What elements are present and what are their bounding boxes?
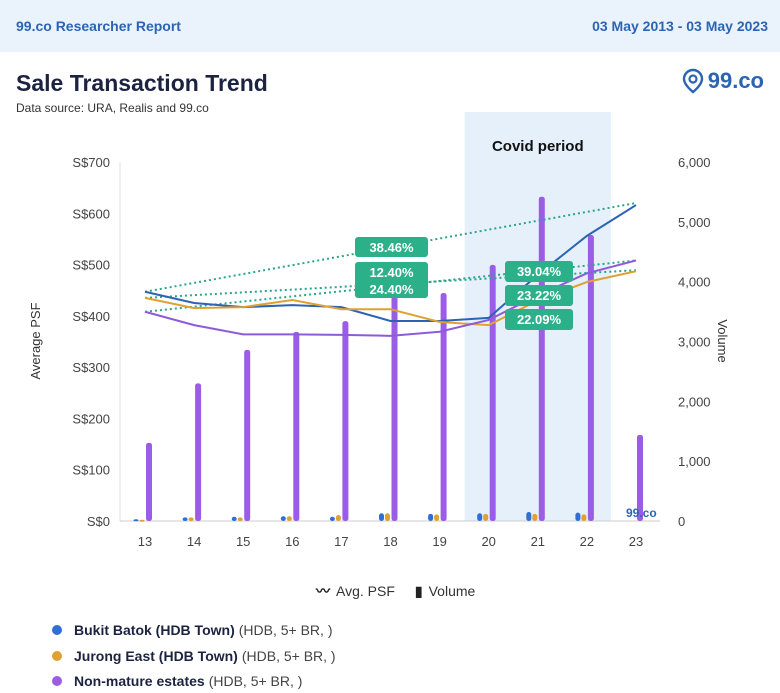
chart-watermark: 99.co	[626, 506, 657, 520]
brand-logo: 99.co	[682, 68, 764, 94]
y-tick-label: S$500	[72, 258, 110, 273]
date-range: 03 May 2013 - 03 May 2023	[592, 18, 768, 34]
volume-bar	[188, 517, 194, 521]
y-tick-label: S$600	[72, 206, 110, 221]
change-label-box	[355, 237, 428, 257]
x-tick-label: 22	[580, 534, 594, 549]
x-tick-label: 18	[383, 534, 397, 549]
volume-bar	[335, 515, 341, 521]
series-item: Jurong East (HDB Town) (HDB, 5+ BR, )	[52, 648, 336, 664]
volume-bar	[231, 516, 237, 521]
volume-bar	[133, 519, 139, 522]
x-tick-label: 20	[481, 534, 495, 549]
volume-bar	[581, 514, 587, 521]
report-header: 99.co Researcher Report 03 May 2013 - 03…	[0, 0, 780, 52]
covid-change-label-box	[505, 285, 573, 306]
data-source: Data source: URA, Realis and 99.co	[16, 101, 209, 115]
series-dot	[52, 625, 62, 635]
series-dot	[52, 651, 62, 661]
volume-bar	[379, 513, 384, 521]
y-axis-title: Average PSF	[28, 302, 43, 379]
line-chart-icon: 〰	[316, 583, 330, 599]
y2-tick-label: 3,000	[678, 335, 711, 350]
legend-psf[interactable]: 〰 Avg. PSF	[316, 583, 395, 599]
volume-bar	[532, 513, 538, 521]
volume-bar	[139, 519, 145, 522]
bar-chart-icon: ▮	[414, 582, 423, 599]
location-pin-icon	[682, 68, 703, 94]
volume-bar	[477, 513, 483, 521]
volume-bar	[342, 321, 349, 521]
y2-tick-label: 5,000	[678, 215, 711, 230]
x-tick-label: 19	[432, 534, 446, 549]
change-label: 24.40%	[369, 282, 414, 297]
x-tick-label: 14	[187, 534, 201, 549]
report-title: 99.co Researcher Report	[16, 18, 181, 34]
volume-bar	[329, 516, 335, 521]
x-tick-label: 23	[629, 534, 643, 549]
y-tick-label: S$100	[72, 463, 110, 478]
page-title: Sale Transaction Trend	[16, 70, 268, 96]
y2-tick-label: 0	[678, 514, 685, 529]
change-label-box	[355, 262, 428, 298]
change-label: 12.40%	[369, 265, 414, 280]
volume-bar	[146, 442, 152, 521]
y-tick-label: S$200	[72, 411, 110, 426]
volume-bar	[587, 234, 594, 521]
volume-bar	[391, 281, 398, 521]
x-tick-label: 13	[138, 534, 152, 549]
series-item: Bukit Batok (HDB Town) (HDB, 5+ BR, )	[52, 622, 332, 638]
volume-bar	[434, 514, 440, 521]
y-tick-label: S$300	[72, 360, 110, 375]
x-tick-label: 15	[236, 534, 250, 549]
x-tick-label: 16	[285, 534, 299, 549]
legend-volume[interactable]: ▮ Volume	[414, 582, 476, 599]
y2-tick-label: 6,000	[678, 155, 711, 170]
covid-change-label: 23.22%	[517, 288, 562, 303]
y2-axis-title: Volume	[715, 319, 730, 362]
x-tick-label: 21	[531, 534, 545, 549]
volume-bar	[440, 293, 447, 521]
x-tick-label: 17	[334, 534, 348, 549]
series-item: Non-mature estates (HDB, 5+ BR, )	[52, 673, 302, 689]
change-label: 38.46%	[369, 240, 414, 255]
volume-bar	[637, 434, 643, 521]
trend-line	[144, 202, 637, 293]
volume-bar	[244, 349, 251, 521]
volume-bar	[428, 513, 434, 521]
covid-change-label: 22.09%	[517, 312, 562, 327]
covid-change-label: 39.04%	[517, 264, 562, 279]
covid-label: Covid period	[492, 138, 584, 155]
volume-bar	[195, 383, 202, 521]
covid-change-label-box	[505, 261, 573, 282]
volume-bar	[293, 331, 300, 521]
volume-bar	[237, 517, 243, 521]
volume-bar	[286, 516, 292, 521]
y2-tick-label: 4,000	[678, 275, 711, 290]
y-tick-label: S$0	[87, 514, 110, 529]
volume-bar	[575, 512, 581, 521]
sale-trend-chart: Covid period S$0 S$100 S$200 S$300 S$400 S$500…	[28, 112, 730, 549]
volume-bar	[526, 512, 532, 521]
covid-change-label-box	[505, 309, 573, 330]
volume-bar	[489, 264, 496, 521]
y2-tick-label: 2,000	[678, 394, 711, 409]
logo-text: 99.co	[707, 68, 764, 93]
volume-bar	[385, 513, 390, 521]
volume-bar	[182, 517, 188, 521]
chart-legend: 〰 Avg. PSF ▮ Volume	[316, 581, 475, 601]
volume-bar	[483, 513, 489, 521]
series-dot	[52, 676, 62, 686]
y2-tick-label: 1,000	[678, 454, 711, 469]
y-tick-label: S$400	[72, 309, 110, 324]
volume-bar	[280, 516, 286, 521]
volume-bar	[538, 196, 545, 521]
y-tick-label: S$700	[72, 155, 110, 170]
